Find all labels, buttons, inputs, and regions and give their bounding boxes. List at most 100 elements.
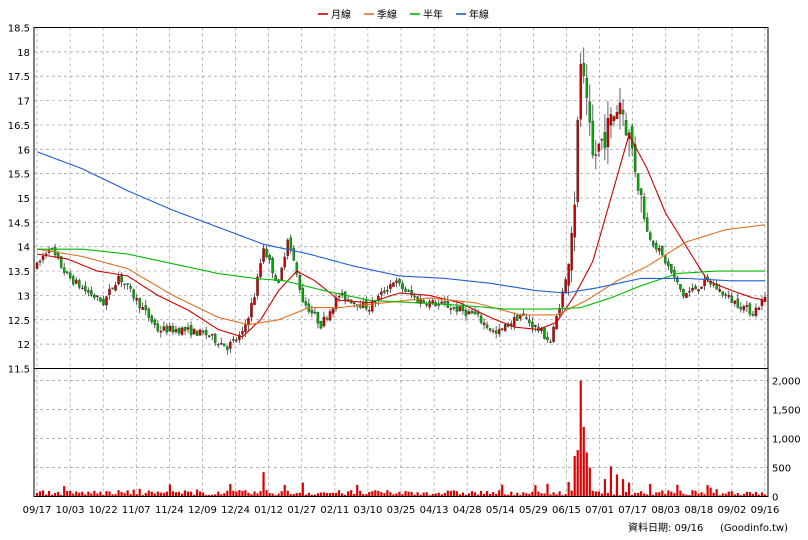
candle-body [150,315,154,323]
volume-bar [464,494,468,497]
volume-bar [304,494,307,497]
candle-body [712,284,715,286]
candle-body [407,290,410,292]
candles [35,47,767,355]
volume-bar [637,492,640,497]
candle-body [549,341,552,343]
candle-body [633,144,637,172]
candle-body [78,280,81,288]
candle-body [156,323,160,331]
candle-body [301,288,305,303]
candle-body [603,132,607,148]
candle-body [573,204,576,238]
volume-bar [597,491,600,497]
candle-body [461,305,465,312]
x-tick-label: 09/17 [23,505,52,516]
price-tick-label: 12.5 [8,316,30,327]
ma-line [36,224,766,326]
candle-body [380,291,383,295]
volume-bar [479,490,483,497]
candle-body [431,300,434,304]
candle-body [250,303,253,318]
volume-bar [419,494,422,497]
volume-bar [582,426,585,497]
candle-body [259,263,262,277]
volume-bar [461,492,465,497]
volume-bar [38,491,42,497]
candle-body [168,325,172,332]
candle-body [96,295,99,297]
volume-bar [168,484,172,497]
volume-bar [126,490,129,497]
candle-body [630,126,634,148]
legend: 月線 季線 半年 年線 [318,8,489,21]
candle-body [751,313,755,316]
volume-bar [745,491,748,497]
volume-bar [473,492,477,497]
candle-body [500,328,504,330]
volume-bar [328,492,332,497]
volume-bar [706,485,709,497]
volume-bar [268,492,271,497]
volume-bar [344,494,347,497]
volume-bar [655,492,658,497]
candle-body [525,317,528,320]
volume-bar [664,493,667,497]
volume-bar [289,494,292,497]
volume-bar [513,495,516,497]
volume-bar [751,493,755,497]
candle-body [754,307,758,317]
volume-bar [54,493,57,497]
candle-body [262,248,265,262]
price-tick-label: 18.5 [8,24,30,35]
volume-bar [132,489,135,497]
volume-bar [313,494,317,497]
volume-bar [404,491,407,497]
volume-bar [241,490,244,497]
volume-bar [546,483,549,497]
candle-body [567,264,570,286]
candle-body [207,335,211,337]
volume-bar [253,491,256,497]
volume-bar [724,493,727,497]
volume-bar [591,490,594,497]
volume-bar [422,492,425,497]
candle-body [691,287,694,291]
volume-bar [250,494,253,497]
candle-body [286,239,289,256]
volume-bar [81,491,84,497]
candle-body [651,240,655,246]
volume-bar [407,491,410,497]
volume-bar [389,492,392,497]
volume-bar [108,491,111,497]
candle-body [464,309,468,316]
volume-bar [244,490,247,497]
volume-bar [482,493,486,497]
candle-body [120,274,123,283]
volume-bar [510,491,513,497]
volume-bar [202,492,205,497]
candle-body [114,285,117,291]
volume-bar [208,494,211,497]
volume-bar [534,485,537,497]
candle-body [283,256,286,268]
volume-bar [120,492,123,497]
volume-bar [102,494,105,497]
volume-bar [630,494,634,497]
volume-bar [452,490,455,497]
volume-bar [280,491,283,497]
volume-bar [111,494,114,497]
candle-body [186,327,190,330]
volume-bar [691,490,694,497]
volume-bar [703,494,706,497]
volume-bar [150,491,153,497]
x-tick-label: 06/15 [552,505,581,516]
price-tick-label: 13 [17,291,30,302]
candle-body [618,102,622,115]
candle-body [636,173,640,191]
volume-bar [199,491,202,497]
volume-bar [138,488,141,497]
volume-bar [262,472,265,497]
volume-bar [44,494,48,497]
candle-body [337,296,341,298]
